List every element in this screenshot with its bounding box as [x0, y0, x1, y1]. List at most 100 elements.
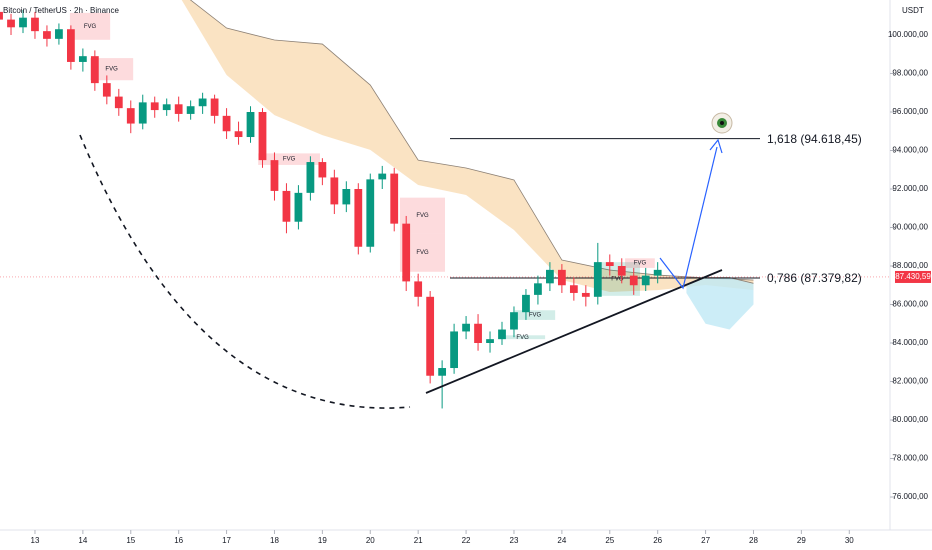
x-tick-label: 22: [462, 536, 471, 545]
candle-body: [342, 188, 351, 205]
candle-body: [67, 29, 75, 62]
candle-body: [390, 173, 399, 224]
candle-body: [222, 115, 231, 132]
candle-body: [641, 275, 650, 286]
plot-background: FVG FVG FVG FVG FVG FVG FVG FVG FVG: [0, 0, 890, 341]
fvg-label: FVG: [611, 277, 624, 283]
candle-body: [7, 19, 15, 28]
fvg-label: FVG: [416, 250, 429, 256]
projection-arrow: [659, 146, 718, 290]
chart-title: Bitcoin / TetherUS · 2h · Binance: [3, 6, 119, 15]
candle-body: [126, 108, 135, 124]
candle-body: [426, 296, 435, 376]
dashed-arc: [79, 134, 411, 409]
candle-body: [55, 29, 63, 39]
fvg-label: FVG: [416, 213, 429, 219]
candle-body: [78, 56, 87, 62]
y-tick-label: 80.000,00: [892, 415, 928, 424]
candle-body: [258, 111, 267, 161]
candle-body: [294, 192, 303, 222]
x-tick-label: 17: [222, 536, 231, 545]
x-tick-label: 24: [557, 536, 566, 545]
fvg-zone: [69, 12, 111, 40]
candle-body: [569, 285, 578, 293]
candle-body: [450, 331, 458, 369]
last-price-box: [895, 270, 931, 283]
candle-body: [522, 294, 530, 313]
candle-body: [31, 17, 39, 32]
candle-body: [617, 266, 626, 276]
candle-body: [534, 283, 542, 295]
x-tick-label: 25: [605, 536, 614, 545]
candle-body: [546, 269, 554, 284]
y-tick-label: 90.000,00: [892, 223, 928, 232]
candle-body: [114, 96, 123, 109]
candle-body: [186, 106, 195, 114]
x-tick-label: 26: [653, 536, 662, 545]
candle-body: [366, 179, 375, 247]
x-tick-label: 13: [31, 536, 40, 545]
candle-body: [19, 17, 27, 28]
candle-body: [282, 190, 291, 222]
y-tick-label: 82.000,00: [892, 377, 928, 386]
candle-body: [378, 173, 387, 180]
y-tick-label: 76.000,00: [892, 492, 928, 501]
y-tick-label: 100.000,00: [888, 30, 929, 39]
candle-body: [138, 102, 147, 124]
candle-body: [438, 368, 447, 376]
fvg-zone: [500, 335, 546, 340]
candle-body: [593, 262, 602, 297]
fvg-zone: [514, 310, 556, 320]
fib-label: 1,618 (94.618,45): [767, 132, 862, 146]
candle-body: [330, 177, 339, 205]
candle-body: [162, 104, 171, 111]
fib-label: 0,786 (87.379,82): [767, 271, 862, 285]
candle-body: [581, 292, 590, 297]
fvg-zone: [625, 258, 655, 268]
candle-body: [486, 339, 494, 344]
x-tick-label: 19: [318, 536, 327, 545]
candle-body: [354, 188, 363, 247]
eye-pupil: [720, 121, 724, 125]
y-tick-label: 88.000,00: [892, 261, 928, 270]
fvg-zone: [258, 153, 320, 165]
plot-marks: [0, 9, 760, 409]
arrow-head: [709, 138, 723, 154]
candle-body: [210, 98, 219, 116]
fvg-label: FVG: [634, 261, 647, 267]
candle-body: [150, 102, 159, 111]
fvg-zone: [90, 58, 134, 81]
candle-body: [0, 11, 3, 20]
candle-body: [198, 98, 207, 107]
y-tick-label: 94.000,00: [892, 146, 928, 155]
candle-body: [318, 162, 327, 178]
candle-body: [498, 329, 506, 340]
x-tick-label: 27: [701, 536, 710, 545]
candle-body: [306, 162, 315, 193]
x-tick-label: 23: [510, 536, 519, 545]
y-tick-label: 78.000,00: [892, 454, 928, 463]
drawings: [79, 112, 733, 409]
candle-body: [629, 275, 638, 286]
candle-body: [174, 104, 183, 114]
candle-body: [474, 323, 482, 344]
x-tick-label: 18: [270, 536, 279, 545]
last-price-label: 87.430,59: [895, 272, 931, 281]
candle-body: [90, 56, 99, 84]
fvg-label: FVG: [283, 157, 296, 163]
x-tick-label: 14: [78, 536, 87, 545]
candle-body: [462, 323, 470, 332]
candle-body: [246, 111, 255, 138]
x-tick-label: 20: [366, 536, 375, 545]
candle-body: [402, 223, 411, 282]
candle-body: [653, 269, 662, 276]
candle-body: [234, 131, 243, 138]
candle-body: [102, 83, 111, 97]
y-tick-label: 84.000,00: [892, 338, 928, 347]
x-tick-label: 16: [174, 536, 183, 545]
candle-body: [605, 262, 614, 267]
fvg-label: FVG: [105, 67, 118, 73]
currency: USDT: [902, 6, 924, 15]
candle-body: [270, 160, 279, 191]
